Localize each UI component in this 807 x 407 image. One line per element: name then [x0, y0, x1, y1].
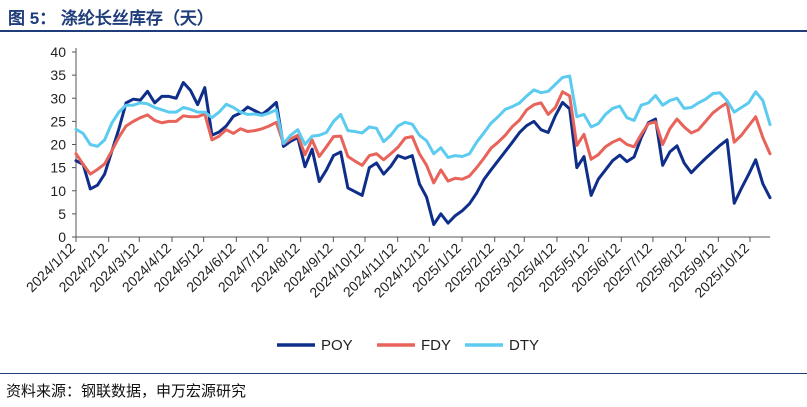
y-tick-label: 30: [50, 90, 66, 106]
series-line-fdy: [74, 90, 772, 185]
legend-label-fdy: FDY: [421, 337, 451, 354]
series-line-dty: [74, 74, 772, 159]
series-line-poy: [74, 81, 772, 227]
top-rule: [0, 30, 807, 32]
legend: POY FDY DTY: [277, 337, 539, 354]
y-tick-label: 40: [50, 44, 66, 60]
y-tick-label: 25: [50, 113, 66, 129]
y-tick-label: 10: [50, 183, 66, 199]
legend-label-dty: DTY: [509, 337, 539, 354]
series-lines: [74, 74, 772, 227]
y-tick-label: 15: [50, 160, 66, 176]
line-chart: 0 5 10 15 20 25 30 35 40 2024/1/122024/2/122024/…: [23, 44, 772, 354]
legend-label-poy: POY: [321, 337, 353, 354]
y-tick-label: 20: [50, 137, 66, 153]
chart-title: 图 5： 涤纶长丝库存（天）: [8, 9, 214, 28]
source-note: 资料来源：钢联数据，申万宏源研究: [6, 383, 247, 400]
x-axis: 2024/1/122024/2/122024/3/122024/4/122024…: [23, 236, 770, 301]
bottom-rule: [0, 373, 807, 374]
y-axis: 0 5 10 15 20 25 30 35 40: [50, 44, 77, 245]
y-tick-label: 0: [58, 229, 66, 245]
y-tick-label: 5: [58, 206, 66, 222]
y-tick-label: 35: [50, 67, 66, 83]
